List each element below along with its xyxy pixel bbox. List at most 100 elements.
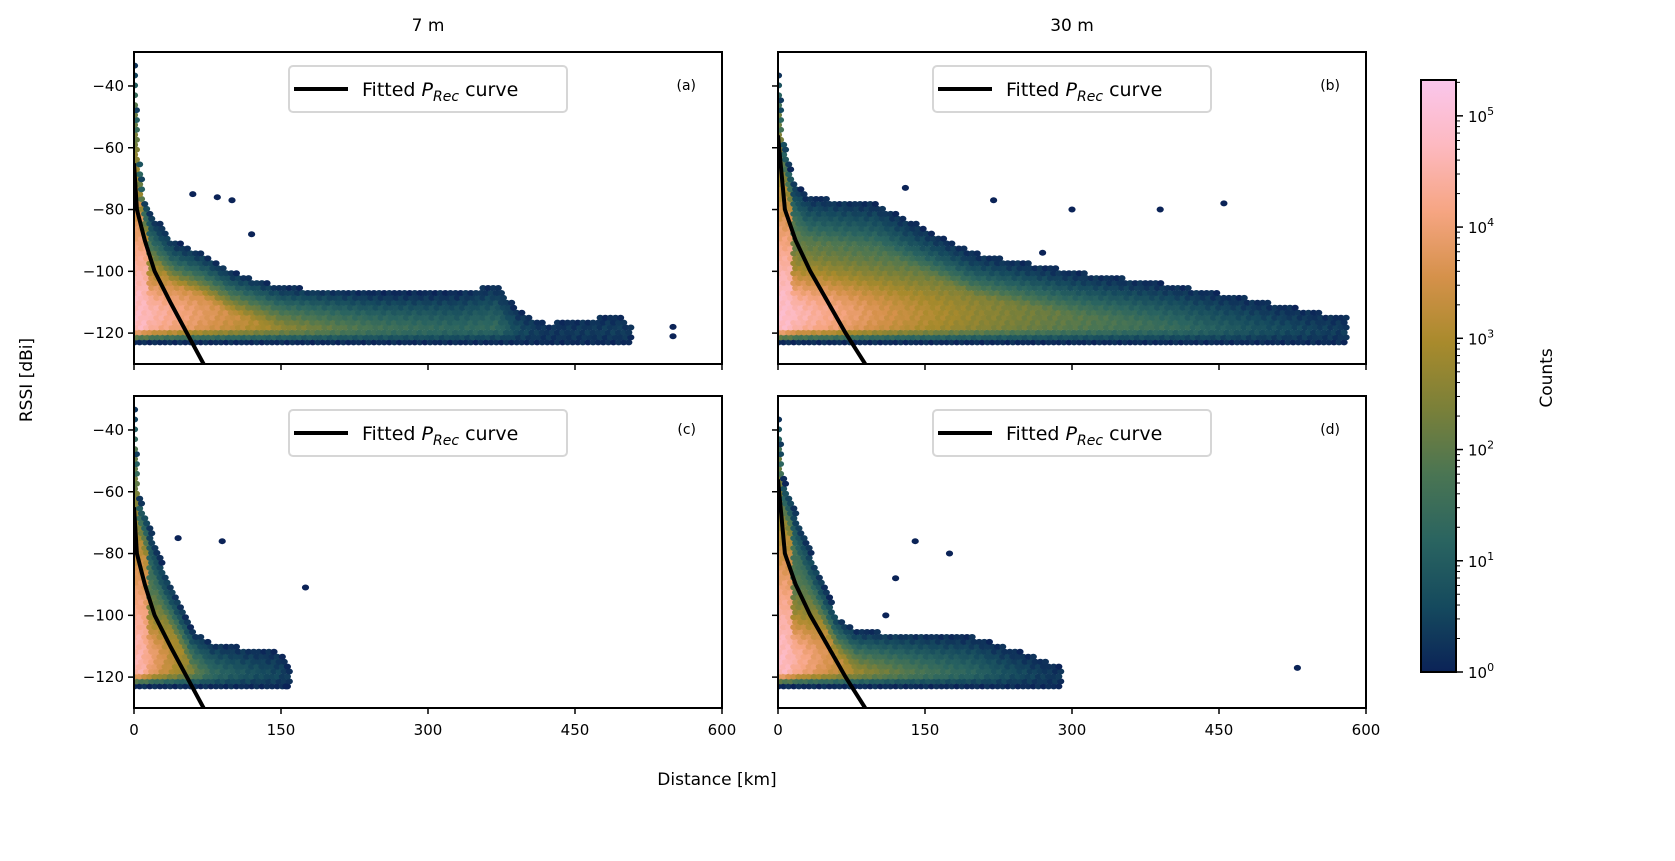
hexbin-cell (1031, 668, 1039, 675)
hexbin-cell (990, 668, 999, 675)
hexbin-cell (973, 339, 981, 346)
y-tick-label: −120 (83, 668, 124, 686)
hexbin-cell (968, 299, 976, 306)
hexbin-cell (807, 324, 815, 331)
hexbin-cell (807, 196, 815, 202)
hexbin-cell (1046, 294, 1055, 301)
hexbin-cell (889, 678, 897, 685)
hexbin-cell (168, 324, 176, 331)
hexbin-cell (817, 245, 825, 252)
hexbin-cell (275, 324, 283, 331)
hexbin-cell (1090, 290, 1098, 296)
hexbin-cell (780, 663, 788, 670)
hexbin-cell (889, 668, 897, 675)
hexbin-cell (352, 314, 360, 321)
hexbin-cell (1036, 304, 1044, 311)
hexbin-cell (939, 294, 948, 301)
hexbin-cell (792, 215, 800, 222)
hexbin-cell (416, 309, 424, 316)
hexbin-cell (1279, 319, 1287, 326)
hexbin-cell (188, 668, 197, 675)
hexbin-cell (513, 339, 521, 346)
hexbin-cell (914, 265, 922, 272)
hexbin-cell (807, 559, 815, 566)
hexbin-cell (1034, 319, 1042, 326)
hexbin-cell (810, 250, 818, 257)
hexbin-cell (268, 683, 276, 690)
hexbin-cell (1208, 309, 1216, 316)
hexbin-cell (802, 275, 810, 282)
hexbin-cell (1210, 334, 1218, 341)
hexbin-cell (922, 309, 930, 316)
hexbin-cell (866, 270, 874, 277)
hexbin-cell (899, 245, 907, 252)
hexbin-cell (878, 245, 887, 252)
hexbin-cell (1194, 294, 1202, 301)
hexbin-cell (873, 314, 881, 321)
hexbin-cell (881, 663, 890, 670)
hexbin-cell (428, 334, 436, 341)
hexbin-cell (161, 643, 169, 650)
hexbin-cell (406, 319, 414, 326)
hexbin-cell (873, 629, 881, 635)
hexbin-cell (1182, 309, 1190, 316)
hexbin-cell (436, 290, 444, 296)
hexbin-cell (822, 589, 830, 596)
hexbin-cell (878, 265, 887, 272)
hexbin-cell (795, 309, 803, 316)
hexbin-cell (1169, 285, 1177, 291)
hexbin-cell (604, 339, 613, 346)
hexbin-cell (807, 314, 815, 321)
hexbin-cell (143, 668, 151, 675)
hexbin-cell (589, 329, 597, 336)
hexbin-cell (146, 210, 154, 217)
hexbin-cell (1080, 290, 1088, 296)
hexbin-cell (199, 334, 207, 341)
hexbin-cell (212, 663, 220, 670)
hexbin-cell (143, 225, 151, 232)
hexbin-cell (929, 668, 937, 675)
hexbin-cell (820, 594, 829, 601)
hexbin-cell (1052, 265, 1060, 272)
hexbin-cell (978, 290, 986, 296)
hexbin-cell (787, 176, 795, 183)
hexbin-cell (352, 324, 360, 331)
hexbin-cell (173, 629, 181, 635)
hexbin-cell (827, 205, 836, 212)
hexbin-cell (589, 319, 597, 326)
hexbin-cell (270, 678, 278, 685)
hexbin-cell (1253, 309, 1262, 316)
hexbin-cell (950, 275, 958, 282)
hexbin-cell (1177, 319, 1185, 326)
hexbin-cell (983, 673, 992, 680)
hexbin-cell (508, 339, 516, 346)
hexbin-cell (1248, 319, 1256, 326)
hexbin-cell (815, 319, 823, 326)
hexbin-cell (1050, 683, 1058, 690)
hexbin-cell (848, 255, 856, 262)
hexbin-cell (934, 678, 943, 685)
hexbin-cell (830, 280, 839, 287)
hexbin-cell (968, 260, 976, 267)
hexbin-cell (136, 495, 144, 502)
hexbin-cell (1106, 319, 1114, 326)
hexbin-cell (176, 299, 184, 306)
hexbin-cell (1014, 339, 1022, 346)
hexbin-cell (996, 255, 1004, 262)
hexbin-cell (1238, 299, 1246, 306)
tick-base: 10 (1468, 553, 1487, 571)
hexbin-cell (846, 260, 854, 267)
hexbin-cell (1118, 324, 1126, 331)
hexbin-cell (151, 554, 159, 561)
hexbin-cell (479, 314, 487, 321)
hexbin-cell (878, 324, 887, 331)
hexbin-cell (502, 299, 511, 306)
hexbin-cell (912, 683, 920, 690)
hexbin-cell (346, 294, 355, 301)
hexbin-cell (802, 334, 810, 341)
hexbin-cell (889, 215, 897, 222)
hexbin-cell (360, 290, 368, 296)
hexbin-cell (887, 210, 895, 217)
hexbin-cell (227, 683, 235, 690)
hexbin-cell (255, 668, 263, 675)
